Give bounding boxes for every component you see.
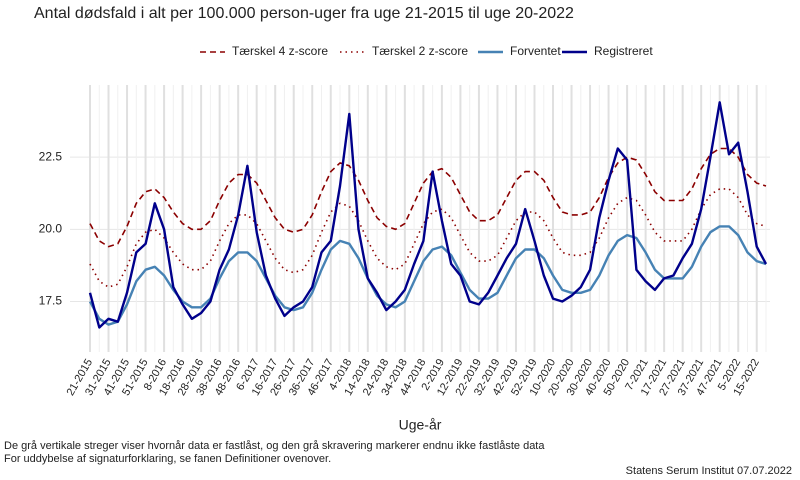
series-line [88, 101, 768, 329]
legend-label: Tærskel 4 z-score [232, 44, 328, 58]
y-tick-label: 20.0 [39, 221, 63, 235]
x-axis-label: Uge-år [399, 417, 442, 433]
legend-label: Tærskel 2 z-score [372, 44, 468, 58]
y-tick-label: 22.5 [39, 149, 63, 163]
y-tick-label: 17.5 [39, 294, 63, 308]
legend-label: Registreret [594, 44, 653, 58]
series-line [88, 225, 767, 326]
chart-title: Antal dødsfald i alt per 100.000 person-… [34, 5, 574, 22]
footnote: For uddybelse af signaturforklaring, se … [4, 453, 331, 465]
legend-label: Forventet [510, 44, 561, 58]
source: Statens Serum Institut 07.07.2022 [626, 465, 792, 477]
series-line [89, 188, 767, 288]
footnote: De grå vertikale streger viser hvornår d… [4, 440, 545, 452]
